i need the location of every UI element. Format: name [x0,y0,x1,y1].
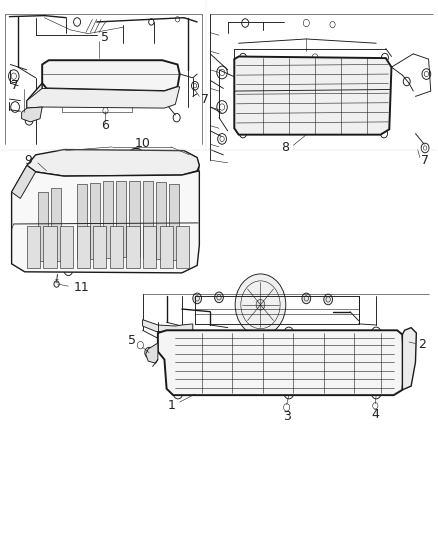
Circle shape [193,293,201,304]
Polygon shape [42,60,180,91]
Text: 11: 11 [74,281,90,294]
Circle shape [256,300,265,310]
Text: 1: 1 [167,399,175,413]
Text: 6: 6 [102,119,110,132]
Polygon shape [158,330,405,395]
Polygon shape [176,226,189,268]
Text: 5: 5 [128,334,136,348]
Polygon shape [43,226,57,268]
Circle shape [173,327,183,339]
Circle shape [184,160,195,173]
Circle shape [371,387,381,399]
Polygon shape [21,107,42,122]
Polygon shape [38,192,48,261]
Text: 2: 2 [418,338,426,351]
Polygon shape [77,183,87,259]
Polygon shape [117,181,127,257]
Polygon shape [143,226,156,268]
Circle shape [371,327,381,339]
Polygon shape [234,56,392,135]
Circle shape [173,387,183,399]
Circle shape [284,327,293,339]
Text: 7: 7 [11,79,19,92]
Polygon shape [12,165,35,198]
Polygon shape [27,83,42,108]
Polygon shape [143,181,152,258]
Circle shape [127,149,146,172]
Circle shape [215,292,223,303]
Polygon shape [143,320,193,333]
Circle shape [302,293,311,304]
Circle shape [324,294,332,305]
Polygon shape [51,188,61,261]
Polygon shape [90,182,100,259]
Polygon shape [60,226,73,268]
Polygon shape [403,328,417,390]
Text: 3: 3 [283,410,290,423]
Circle shape [235,274,286,336]
Polygon shape [110,226,123,268]
Polygon shape [27,87,180,108]
Polygon shape [169,183,179,260]
Circle shape [56,151,75,174]
Polygon shape [12,165,199,273]
Circle shape [284,387,293,399]
Circle shape [180,155,199,178]
Polygon shape [146,344,158,364]
Polygon shape [155,182,166,259]
Text: 9: 9 [24,154,32,167]
Text: 8: 8 [281,141,289,155]
Polygon shape [159,226,173,268]
Text: 5: 5 [101,31,109,44]
Polygon shape [103,181,113,258]
Text: 10: 10 [134,136,151,150]
Polygon shape [130,181,140,257]
Polygon shape [77,226,90,268]
Polygon shape [27,150,199,176]
Polygon shape [93,226,106,268]
Polygon shape [27,226,40,268]
Circle shape [60,156,71,169]
Text: 7: 7 [201,93,208,106]
Text: 4: 4 [371,408,379,421]
Circle shape [131,154,142,167]
Circle shape [145,348,153,358]
Polygon shape [127,226,140,268]
Text: 7: 7 [421,154,429,167]
